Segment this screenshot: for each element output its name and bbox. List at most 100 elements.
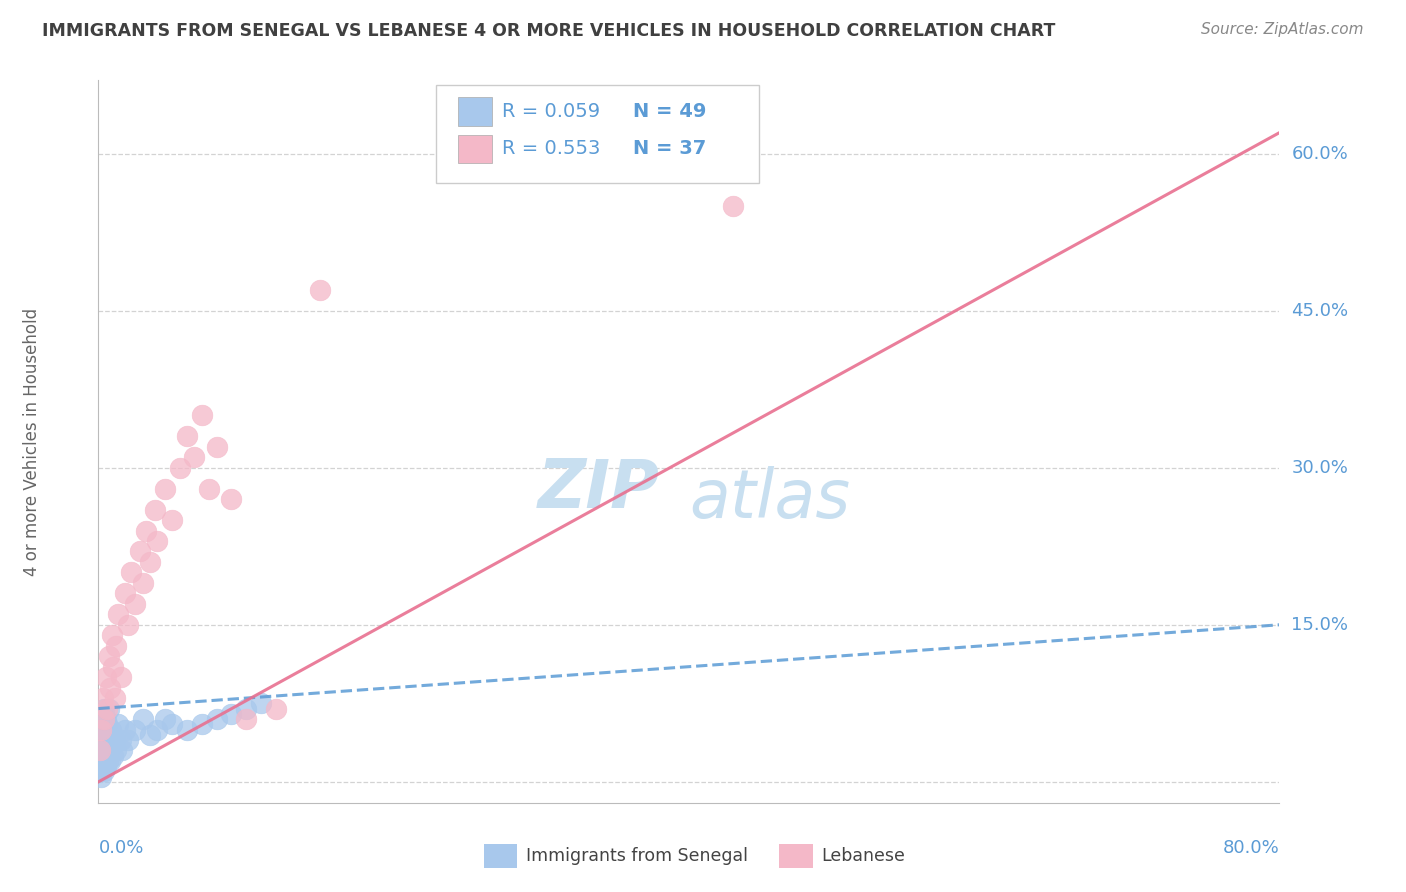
Point xyxy=(117,617,139,632)
Point xyxy=(114,723,136,737)
Point xyxy=(96,728,118,742)
Point xyxy=(132,712,155,726)
Point xyxy=(139,555,162,569)
Text: IMMIGRANTS FROM SENEGAL VS LEBANESE 4 OR MORE VEHICLES IN HOUSEHOLD CORRELATION : IMMIGRANTS FROM SENEGAL VS LEBANESE 4 OR… xyxy=(42,22,1056,40)
Point xyxy=(98,743,121,757)
Point xyxy=(128,544,150,558)
Point xyxy=(100,723,122,737)
Point xyxy=(94,670,117,684)
Text: 4 or more Vehicles in Household: 4 or more Vehicles in Household xyxy=(22,308,41,575)
Text: Source: ZipAtlas.com: Source: ZipAtlas.com xyxy=(1201,22,1364,37)
Point xyxy=(235,712,257,726)
Point xyxy=(139,728,162,742)
Point xyxy=(93,733,115,747)
Point xyxy=(309,283,332,297)
Point xyxy=(90,770,112,784)
Point xyxy=(176,723,198,737)
Point xyxy=(103,659,125,673)
Point xyxy=(100,738,122,752)
Point xyxy=(93,701,115,715)
Point xyxy=(94,738,117,752)
Point xyxy=(103,748,125,763)
Point xyxy=(91,759,114,773)
Point xyxy=(221,706,243,721)
Point xyxy=(90,754,112,768)
Point xyxy=(183,450,205,465)
Text: Lebanese: Lebanese xyxy=(821,847,905,865)
Point xyxy=(162,717,183,731)
Point xyxy=(97,754,120,768)
Point xyxy=(90,723,112,737)
Point xyxy=(97,701,120,715)
Point xyxy=(98,754,121,768)
Text: Immigrants from Senegal: Immigrants from Senegal xyxy=(526,847,748,865)
Point xyxy=(93,712,115,726)
Point xyxy=(162,513,183,527)
Point xyxy=(146,534,169,549)
Point xyxy=(107,717,129,731)
Point xyxy=(107,607,129,622)
Text: 15.0%: 15.0% xyxy=(1291,615,1348,634)
Point xyxy=(97,733,120,747)
Point xyxy=(205,712,228,726)
Point xyxy=(191,717,214,731)
Point xyxy=(89,743,111,757)
Point xyxy=(93,764,115,779)
Point xyxy=(111,743,134,757)
Point xyxy=(93,743,115,757)
Point xyxy=(105,743,128,757)
Point xyxy=(96,748,118,763)
Point xyxy=(104,733,127,747)
Point xyxy=(114,586,136,600)
Point xyxy=(191,409,214,423)
Point xyxy=(105,639,128,653)
Point xyxy=(96,743,118,757)
Text: 0.0%: 0.0% xyxy=(98,839,143,857)
Point xyxy=(96,701,118,715)
Point xyxy=(135,524,157,538)
Point xyxy=(100,628,122,642)
Point xyxy=(94,759,117,773)
Point xyxy=(91,733,114,747)
Point xyxy=(176,429,198,443)
Point xyxy=(124,597,146,611)
Point xyxy=(93,712,115,726)
Point xyxy=(91,723,114,737)
Point xyxy=(235,701,257,715)
Text: R = 0.059: R = 0.059 xyxy=(502,102,600,121)
Point xyxy=(250,696,273,710)
Point xyxy=(98,681,121,695)
Point xyxy=(91,754,114,768)
Point xyxy=(205,440,228,454)
Point xyxy=(221,492,243,507)
Point xyxy=(110,733,132,747)
Text: N = 49: N = 49 xyxy=(633,102,706,121)
Text: R = 0.553: R = 0.553 xyxy=(502,139,600,159)
Point xyxy=(94,754,117,768)
Point xyxy=(198,482,221,496)
Point xyxy=(169,460,191,475)
Text: 60.0%: 60.0% xyxy=(1291,145,1348,162)
Point xyxy=(110,670,132,684)
Point xyxy=(153,482,176,496)
Point xyxy=(153,712,176,726)
Point xyxy=(104,691,127,706)
Point xyxy=(94,712,117,726)
Point xyxy=(146,723,169,737)
Point xyxy=(124,723,146,737)
Text: 30.0%: 30.0% xyxy=(1291,458,1348,476)
Point xyxy=(132,575,155,590)
Text: N = 37: N = 37 xyxy=(633,139,706,159)
Point xyxy=(117,733,139,747)
Point xyxy=(89,764,111,779)
Point xyxy=(723,199,745,213)
Point xyxy=(97,649,120,664)
Text: 45.0%: 45.0% xyxy=(1291,301,1348,319)
Point xyxy=(143,502,166,516)
Point xyxy=(91,691,114,706)
Text: atlas: atlas xyxy=(689,467,851,533)
Point xyxy=(94,723,117,737)
Point xyxy=(90,743,112,757)
Point xyxy=(120,566,142,580)
Text: ZIP: ZIP xyxy=(537,456,659,522)
